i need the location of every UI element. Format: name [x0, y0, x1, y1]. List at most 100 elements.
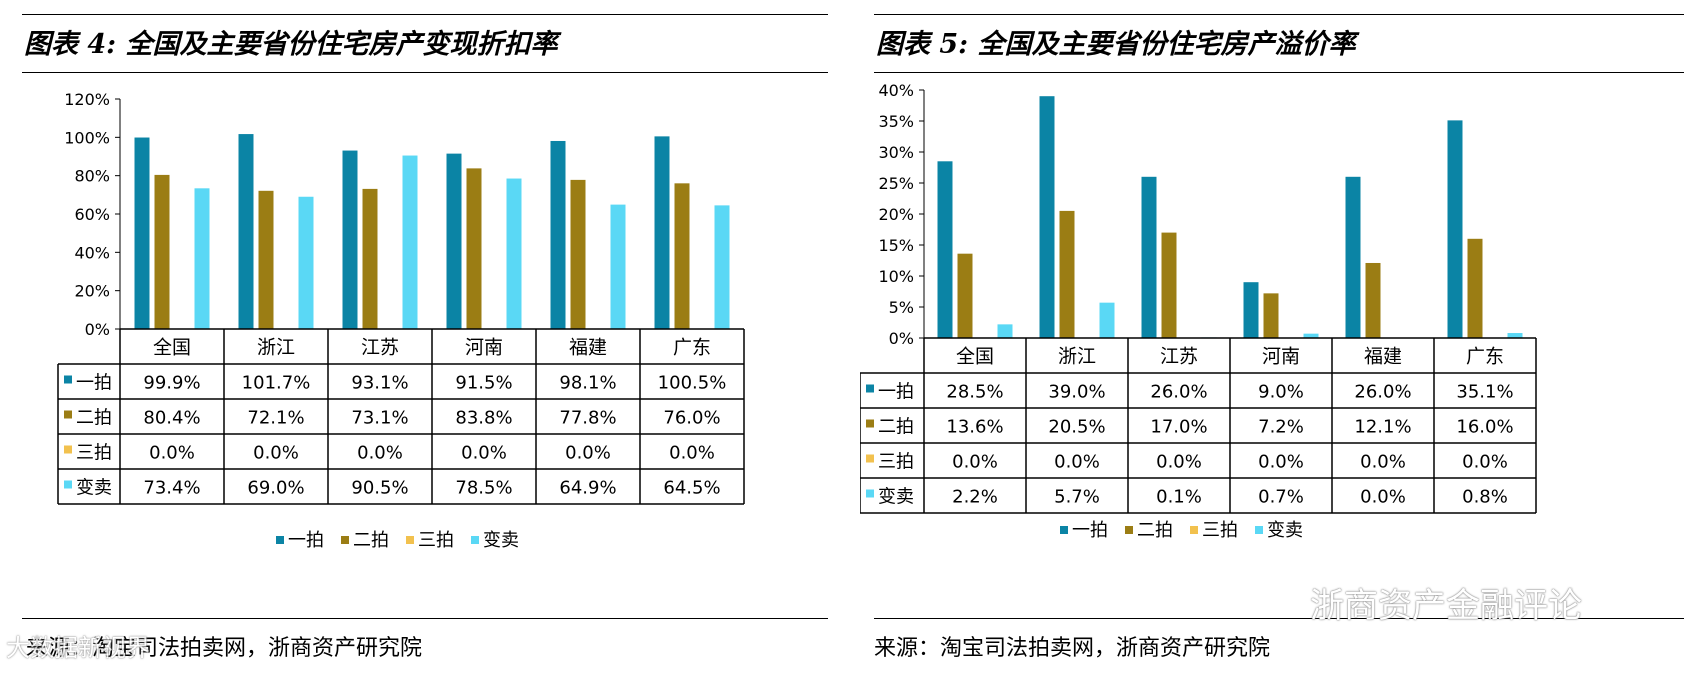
category-label: 河南 — [465, 337, 503, 359]
bar-二拍-福建 — [1365, 262, 1381, 338]
data-label: 64.9% — [559, 478, 616, 499]
data-label: 0.0% — [1360, 452, 1406, 473]
row-legend-key — [64, 480, 72, 489]
row-series-label: 二拍 — [76, 408, 112, 429]
data-label: 78.5% — [455, 478, 512, 499]
data-label: 0.7% — [1258, 487, 1304, 508]
data-label: 80.4% — [143, 408, 200, 429]
data-label: 0.0% — [1258, 452, 1304, 473]
legend-key — [1125, 526, 1133, 534]
row-legend-key — [866, 489, 874, 498]
legend-label: 三拍 — [1202, 520, 1238, 541]
row-legend-key — [64, 375, 72, 384]
data-label: 12.1% — [1354, 417, 1411, 438]
data-label: 0.0% — [1462, 452, 1508, 473]
legend-label: 二拍 — [353, 530, 389, 551]
bar-变卖-河南 — [1303, 333, 1319, 338]
data-label: 83.8% — [455, 408, 512, 429]
data-label: 101.7% — [242, 373, 311, 394]
row-legend-key — [866, 384, 874, 393]
bar-变卖-全国 — [194, 188, 210, 329]
legend-key — [276, 536, 284, 544]
y-tick-label: 35% — [878, 112, 914, 131]
category-label: 福建 — [569, 337, 607, 359]
data-label: 77.8% — [559, 408, 616, 429]
legend-key — [471, 536, 479, 544]
category-label: 全国 — [956, 346, 994, 368]
category-label: 浙江 — [257, 337, 295, 359]
bar-一拍-河南 — [1243, 282, 1259, 338]
data-label: 13.6% — [946, 417, 1003, 438]
data-label: 7.2% — [1258, 417, 1304, 438]
legend-label: 变卖 — [483, 530, 519, 551]
data-label: 26.0% — [1354, 382, 1411, 403]
y-tick-label: 15% — [878, 236, 914, 255]
category-label: 广东 — [1466, 346, 1504, 368]
row-series-label: 变卖 — [76, 478, 112, 499]
bar-变卖-浙江 — [1099, 302, 1115, 338]
y-tick-label: 0% — [889, 329, 914, 348]
data-label: 99.9% — [143, 373, 200, 394]
legend-key — [341, 536, 349, 544]
bar-二拍-广东 — [674, 183, 690, 329]
data-label: 0.0% — [149, 443, 195, 464]
legend-key — [1255, 526, 1263, 534]
row-series-label: 一拍 — [76, 373, 112, 394]
bar-变卖-全国 — [997, 324, 1013, 338]
row-legend-key — [866, 454, 874, 463]
bar-变卖-福建 — [610, 204, 626, 329]
bottom-rule — [874, 618, 1684, 619]
data-label: 93.1% — [351, 373, 408, 394]
data-label: 98.1% — [559, 373, 616, 394]
bar-变卖-浙江 — [298, 196, 314, 329]
bar-二拍-浙江 — [258, 190, 274, 329]
bar-一拍-广东 — [1447, 120, 1463, 338]
y-tick-label: 5% — [889, 298, 914, 317]
category-label: 全国 — [153, 337, 191, 359]
y-tick-label: 20% — [878, 205, 914, 224]
data-label: 91.5% — [455, 373, 512, 394]
data-label: 73.1% — [351, 408, 408, 429]
bar-一拍-江苏 — [1141, 176, 1157, 338]
data-label: 0.0% — [357, 443, 403, 464]
data-label: 39.0% — [1048, 382, 1105, 403]
row-legend-key — [64, 445, 72, 454]
y-tick-label: 25% — [878, 174, 914, 193]
category-label: 浙江 — [1058, 346, 1096, 368]
data-label: 0.0% — [1054, 452, 1100, 473]
data-label: 76.0% — [663, 408, 720, 429]
source-note: 来源：淘宝司法拍卖网，浙商资产研究院 — [26, 636, 423, 661]
data-label: 100.5% — [658, 373, 727, 394]
row-series-label: 一拍 — [878, 382, 914, 403]
legend-label: 一拍 — [1072, 520, 1108, 541]
bar-二拍-河南 — [1263, 293, 1279, 338]
data-label: 28.5% — [946, 382, 1003, 403]
data-label: 0.0% — [952, 452, 998, 473]
top-rule — [874, 14, 1684, 15]
row-series-label: 二拍 — [878, 417, 914, 438]
y-tick-label: 20% — [74, 282, 110, 301]
left-panel: 图表 4: 全国及主要省份住宅房产变现折扣率 0% 20% 40% 60% 80% 100… — [0, 0, 840, 674]
data-label: 2.2% — [952, 487, 998, 508]
category-label: 江苏 — [361, 337, 399, 359]
category-label: 福建 — [1364, 346, 1402, 368]
data-label: 17.0% — [1150, 417, 1207, 438]
bar-二拍-江苏 — [362, 188, 378, 329]
y-tick-label: 40% — [74, 243, 110, 262]
bar-变卖-河南 — [506, 178, 522, 329]
category-label: 广东 — [673, 337, 711, 359]
top-rule — [22, 14, 828, 15]
row-series-label: 三拍 — [878, 452, 914, 473]
title-rule — [22, 72, 828, 73]
bar-二拍-全国 — [957, 253, 973, 338]
data-label: 0.0% — [669, 443, 715, 464]
bar-一拍-全国 — [937, 161, 953, 338]
y-tick-label: 40% — [878, 81, 914, 100]
bar-一拍-江苏 — [342, 150, 358, 329]
legend-key — [406, 536, 414, 544]
legend-label: 二拍 — [1137, 520, 1173, 541]
bar-二拍-河南 — [466, 168, 482, 329]
data-label: 5.7% — [1054, 487, 1100, 508]
